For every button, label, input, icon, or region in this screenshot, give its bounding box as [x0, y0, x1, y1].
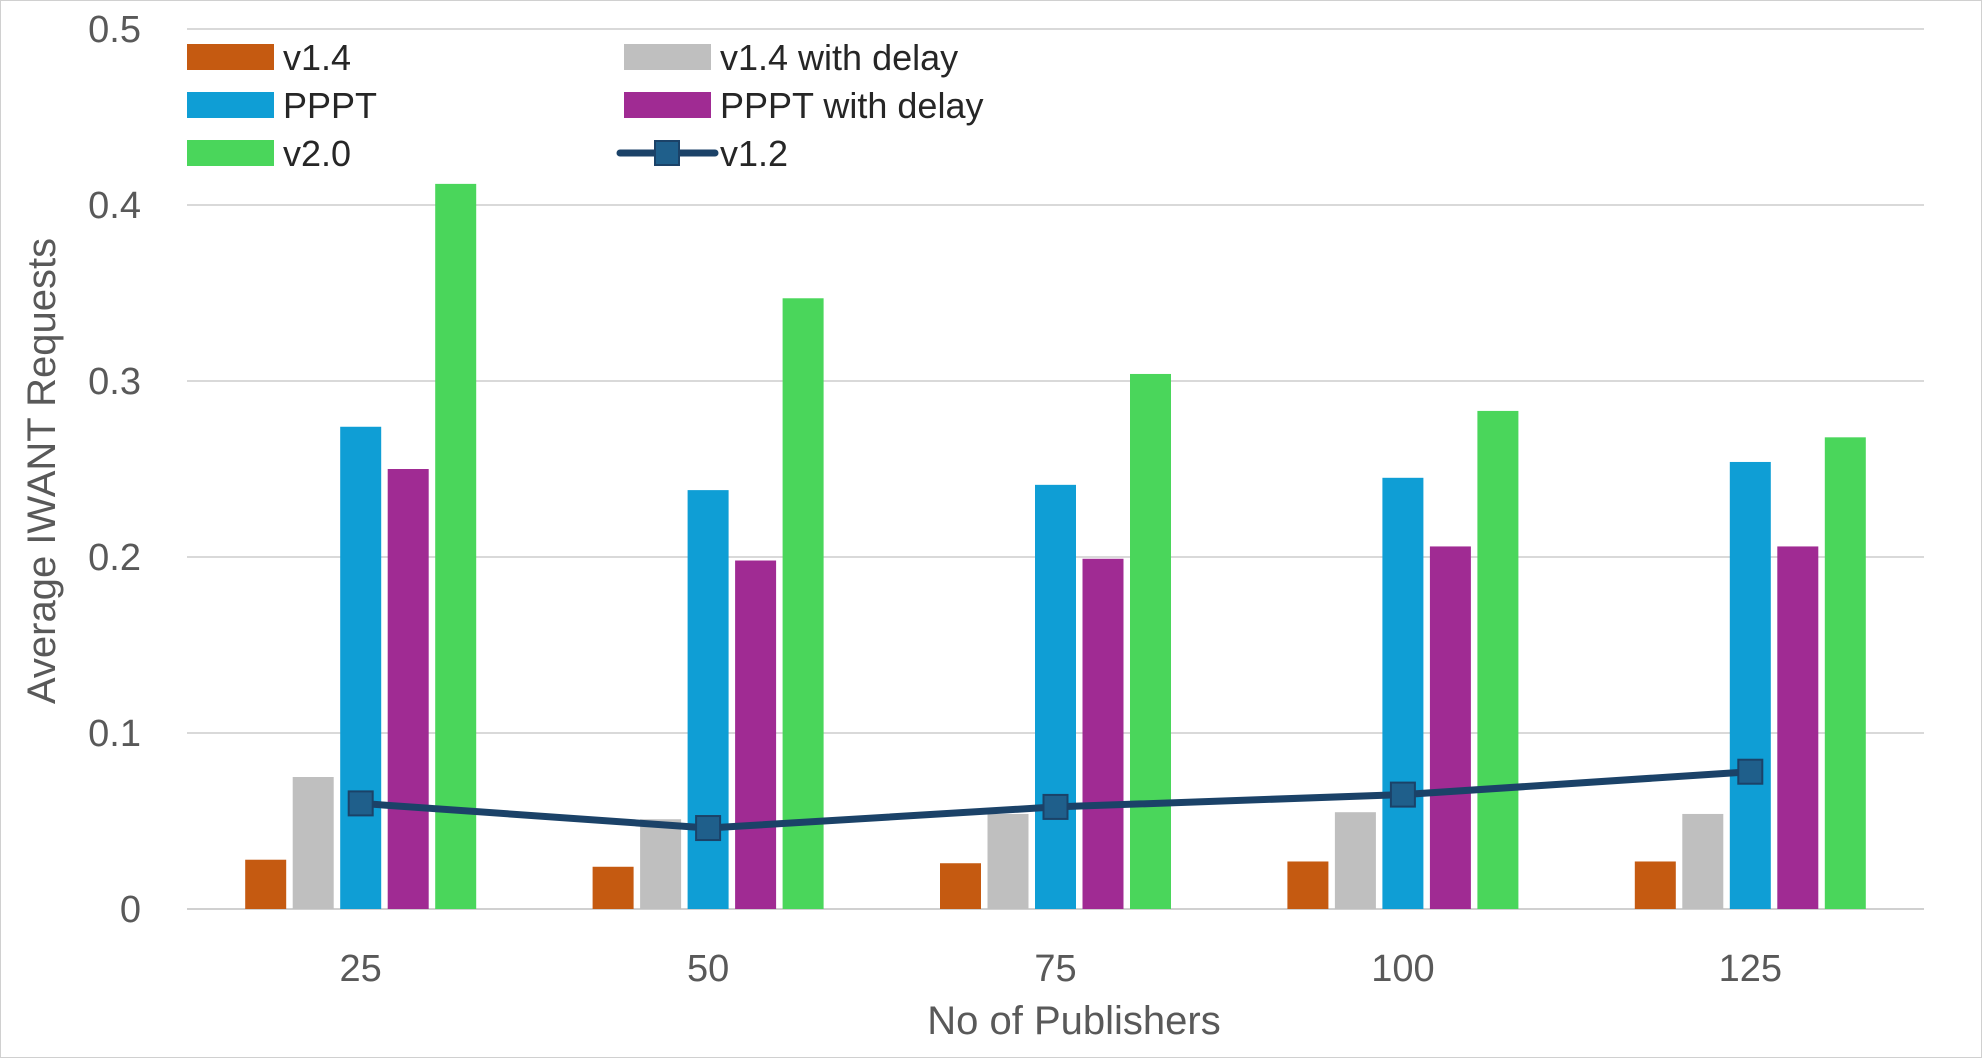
line-marker: [1389, 781, 1416, 808]
x-tick-label: 100: [1371, 948, 1434, 990]
legend-item: v1.4 with delay: [624, 37, 958, 78]
x-axis-title: No of Publishers: [927, 999, 1220, 1043]
bar-v1.4-with-delay: [292, 777, 334, 909]
legend-label: v1.4 with delay: [720, 37, 958, 78]
legend-label: PPPT: [283, 85, 377, 126]
bar-v2.0: [435, 183, 477, 909]
x-tick-label: 75: [1034, 948, 1076, 990]
bar-v2.0: [782, 298, 824, 909]
bar-pppt: [340, 426, 382, 909]
legend: v1.4 v1.4 with delay PPPT PPPT with delay v2…: [187, 37, 983, 174]
bar-pppt: [1035, 484, 1076, 909]
y-axis-title: Average IWANT Requests: [20, 238, 64, 704]
y-tick-label: 0: [120, 889, 141, 931]
legend-label: v2.0: [283, 133, 351, 174]
line-marker: [1042, 793, 1069, 820]
legend-marker: [654, 140, 680, 166]
legend-swatch: [187, 140, 274, 166]
legend-item: v2.0: [187, 133, 351, 174]
legend-item: PPPT: [187, 85, 377, 126]
bar-pppt-with-delay: [735, 560, 777, 909]
x-tick-label: 50: [687, 948, 729, 990]
bar-pppt: [1729, 461, 1771, 909]
x-tick-label: 25: [340, 948, 382, 990]
legend-swatch: [624, 44, 711, 70]
legend-label: v1.2: [720, 133, 788, 174]
x-axis-ticks: 25 50 75 100 125: [340, 948, 1782, 990]
bar-v2.0: [1130, 373, 1171, 910]
line-marker: [1737, 758, 1764, 785]
bar-pppt-with-delay: [1777, 546, 1819, 909]
legend-swatch: [187, 44, 274, 70]
bar-pppt-with-delay: [387, 469, 429, 909]
y-axis-ticks: 0 0.1 0.2 0.3 0.4 0.5: [88, 9, 141, 931]
legend-item: PPPT with delay: [624, 85, 983, 126]
y-tick-label: 0.3: [88, 361, 141, 403]
legend-item: v1.4: [187, 37, 351, 78]
y-tick-label: 0.4: [88, 185, 141, 227]
legend-item: v1.2: [616, 133, 788, 174]
line-marker: [347, 790, 374, 817]
bar-pppt-with-delay: [1429, 546, 1471, 909]
bar-v1.4-with-delay: [1334, 812, 1376, 909]
x-tick-label: 125: [1719, 948, 1782, 990]
bar-v2.0: [1824, 437, 1866, 909]
bar-pppt: [1382, 477, 1424, 909]
line-series: [347, 758, 1764, 842]
legend-label: PPPT with delay: [720, 85, 983, 126]
y-tick-label: 0.5: [88, 9, 141, 51]
bar-v2.0: [1477, 410, 1519, 909]
bars: [245, 183, 1866, 910]
bar-v1.4: [245, 859, 287, 909]
bar-v1.4-with-delay: [1682, 813, 1724, 909]
bar-pppt-with-delay: [1082, 558, 1124, 909]
bar-v1.4: [1287, 861, 1329, 909]
legend-swatch: [187, 92, 274, 118]
y-tick-label: 0.2: [88, 537, 141, 579]
bar-v1.4: [1634, 861, 1676, 909]
bar-v1.4: [940, 863, 981, 909]
legend-swatch: [624, 92, 711, 118]
bar-v1.4-with-delay: [640, 819, 682, 909]
bar-v1.4-with-delay: [987, 813, 1029, 909]
y-tick-label: 0.1: [88, 713, 141, 755]
line-marker: [695, 815, 722, 842]
legend-label: v1.4: [283, 37, 351, 78]
bar-v1.4: [592, 866, 634, 909]
bar-pppt: [687, 490, 729, 909]
